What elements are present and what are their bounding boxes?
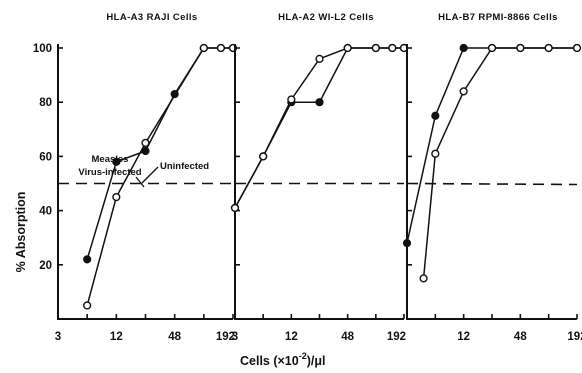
- x-tick-label: 12: [285, 331, 298, 343]
- y-tick-label: 100: [33, 43, 52, 55]
- data-point-uninfected: [459, 87, 468, 96]
- x-tick-label: 12: [110, 331, 123, 343]
- data-point-infected: [402, 239, 412, 248]
- panel-title: HLA-B7 RPMI-8866 Cells: [438, 12, 558, 23]
- data-point-uninfected: [141, 138, 150, 147]
- x-tick-label: 192: [387, 331, 406, 343]
- panel-title: HLA-A2 WI-L2 Cells: [278, 12, 374, 23]
- data-point-uninfected: [112, 192, 121, 202]
- panel-title: HLA-A3 RAJI Cells: [106, 12, 197, 23]
- data-point-uninfected: [343, 43, 352, 53]
- annotation-label: Virus-infected: [78, 167, 141, 178]
- data-point-uninfected: [315, 54, 324, 63]
- data-point-uninfected: [371, 43, 380, 53]
- data-point-uninfected: [487, 43, 497, 53]
- x-tick-label: 3: [232, 331, 238, 343]
- y-tick-label: 80: [39, 97, 52, 109]
- annotation-arrow-infected: [135, 176, 145, 188]
- y-tick-label: 20: [39, 260, 52, 272]
- x-axis-label-tail: )/μl: [307, 354, 326, 368]
- data-point-uninfected: [259, 152, 268, 161]
- data-point-uninfected: [572, 43, 582, 53]
- data-point-uninfected: [544, 43, 553, 53]
- x-axis-label: Cells (×10-2)/μl: [240, 351, 326, 368]
- reference-line-50: [406, 182, 578, 186]
- data-point-infected: [315, 98, 324, 107]
- data-point-infected: [83, 255, 92, 264]
- data-point-uninfected: [216, 43, 225, 53]
- chart-panels: HLA-A3 RAJI Cells 20 40 60 80 100 3 12 48 192 Meas…: [33, 12, 582, 343]
- x-tick-label: 192: [567, 331, 582, 343]
- data-point-uninfected: [83, 301, 92, 310]
- panel-3: HLA-B7 RPMI-8866 Cells 12 48 192: [402, 12, 582, 343]
- data-point-infected: [431, 111, 440, 120]
- y-tick-label: 60: [39, 151, 52, 163]
- data-point-uninfected: [431, 149, 440, 158]
- series-line-uninfected: [422, 47, 577, 279]
- annotation-arrow-uninfected: [141, 166, 159, 184]
- data-point-uninfected: [287, 95, 296, 104]
- data-point-uninfected: [199, 43, 208, 53]
- data-point-infected: [459, 43, 468, 53]
- data-point-uninfected: [419, 274, 428, 283]
- x-tick-label: 48: [168, 331, 181, 343]
- x-tick-label: 12: [457, 331, 470, 343]
- y-tick-label: 40: [39, 206, 52, 218]
- x-tick-label: 3: [55, 331, 61, 343]
- series-line-infected: [406, 47, 577, 244]
- x-tick-label: 48: [341, 331, 354, 343]
- y-axis-label: % Absorption: [14, 192, 28, 273]
- data-point-uninfected: [516, 43, 525, 53]
- data-point-infected: [141, 146, 150, 156]
- panel-1: HLA-A3 RAJI Cells 20 40 60 80 100 3 12 48 192 Meas…: [33, 12, 238, 343]
- x-tick-label: 192: [216, 331, 235, 343]
- data-point-infected: [112, 157, 121, 166]
- x-axis-label-main: Cells (×10: [240, 354, 299, 368]
- data-point-infected: [170, 89, 179, 99]
- annotation-label: Uninfected: [160, 161, 209, 172]
- annotation-label: Measles: [92, 154, 129, 165]
- data-point-uninfected: [388, 43, 397, 53]
- panel-2: HLA-A2 WI-L2 Cells 3 12 48 192: [230, 12, 409, 343]
- x-tick-label: 48: [514, 331, 527, 343]
- x-axis-label-exponent: -2: [299, 351, 307, 361]
- data-point-uninfected: [230, 203, 240, 212]
